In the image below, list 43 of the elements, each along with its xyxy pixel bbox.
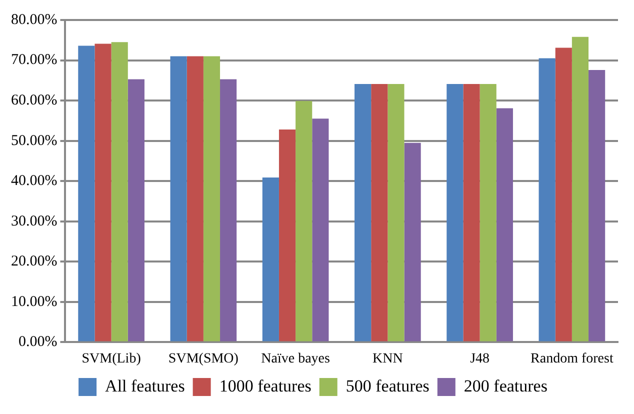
y-tick-label: 70.00% [10, 52, 58, 68]
bar [354, 84, 372, 342]
bar [170, 56, 187, 342]
bar [446, 84, 464, 342]
y-tick-label: 40.00% [10, 173, 58, 190]
y-tick-label: 0.00% [18, 334, 58, 350]
bar [203, 56, 220, 342]
bar [463, 84, 480, 342]
bar [538, 58, 556, 342]
y-tick-label: 60.00% [10, 92, 58, 108]
x-tick-label: SVM(Lib) [82, 351, 142, 366]
bar [572, 36, 589, 342]
bar [496, 108, 513, 342]
bar [262, 177, 279, 342]
bar [404, 142, 421, 342]
x-tick-label: J48 [470, 351, 490, 366]
bar [296, 100, 312, 342]
y-tick-label: 80.00% [10, 12, 58, 28]
y-tick-label: 50.00% [10, 132, 58, 149]
bar [480, 84, 496, 342]
legend-label: All features [105, 376, 185, 396]
bar [186, 56, 204, 342]
bar [128, 79, 144, 342]
legend-label: 1000 features [219, 376, 312, 396]
y-tick-label: 30.00% [10, 213, 58, 230]
y-tick-label: 10.00% [10, 294, 58, 310]
bar [588, 70, 606, 342]
bar [78, 46, 95, 342]
bar [94, 44, 112, 342]
x-tick-label: KNN [372, 351, 403, 366]
legend-label: 500 features [346, 376, 430, 396]
bar [388, 84, 404, 342]
bar [371, 84, 388, 342]
y-tick-label: 20.00% [10, 254, 58, 270]
legend-label: 200 features [464, 376, 548, 396]
x-tick-label: SVM(SMO) [168, 351, 239, 366]
bar [111, 42, 128, 342]
x-tick-label: Naïve bayes [261, 351, 330, 366]
bar [555, 48, 572, 342]
bar [312, 118, 329, 342]
bar [278, 130, 296, 342]
x-tick-label: Random forest [530, 351, 614, 366]
bar [220, 79, 237, 342]
